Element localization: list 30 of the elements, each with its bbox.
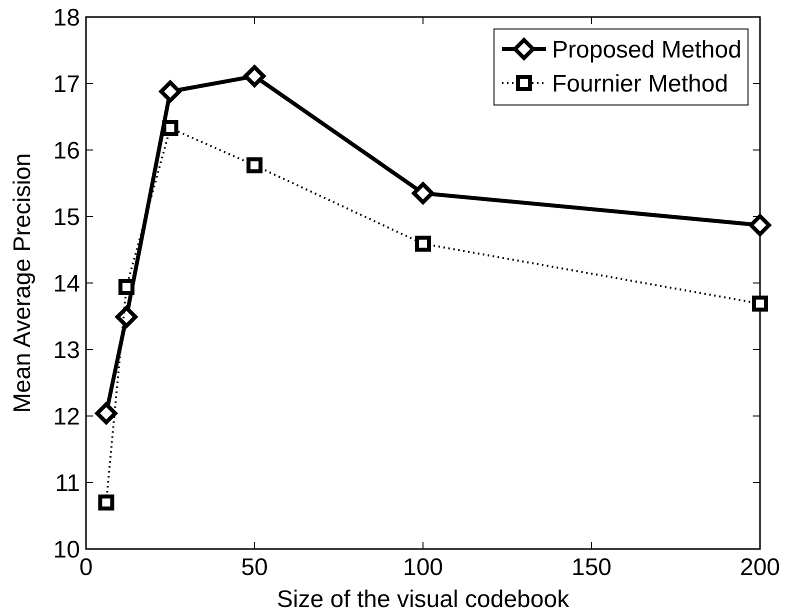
y-tick-label: 17: [53, 70, 80, 98]
point: [98, 494, 114, 510]
point: [412, 182, 434, 204]
point: [118, 278, 134, 295]
point: [162, 120, 178, 136]
point: [752, 296, 768, 312]
point: [749, 214, 771, 236]
legend-label: Proposed Method: [552, 36, 742, 64]
point: [95, 402, 118, 424]
x-tick-label: 0: [79, 554, 93, 581]
x-tick-label: 200: [740, 554, 780, 581]
y-tick-label: 12: [53, 403, 80, 430]
y-tick-label: 14: [53, 270, 80, 298]
y-tick-label: 15: [53, 204, 80, 231]
y-axis-title: Mean Average Precision: [9, 153, 36, 413]
y-tick-label: 10: [53, 536, 80, 564]
y-tick-label: 11: [55, 470, 80, 497]
y-tick-label: 13: [53, 336, 80, 364]
x-tick-label: 150: [571, 554, 612, 581]
point: [159, 80, 182, 102]
point: [244, 65, 266, 88]
point: [246, 157, 262, 174]
y-tick-label: 16: [53, 137, 80, 164]
legend-label: Fournier Method: [552, 70, 728, 98]
point: [115, 306, 138, 328]
x-tick-label: 50: [241, 554, 268, 581]
x-axis-title: Size of the visual codebook: [276, 586, 570, 613]
y-tick-label: 18: [53, 4, 80, 32]
point: [415, 236, 431, 252]
x-tick-label: 100: [402, 554, 444, 581]
